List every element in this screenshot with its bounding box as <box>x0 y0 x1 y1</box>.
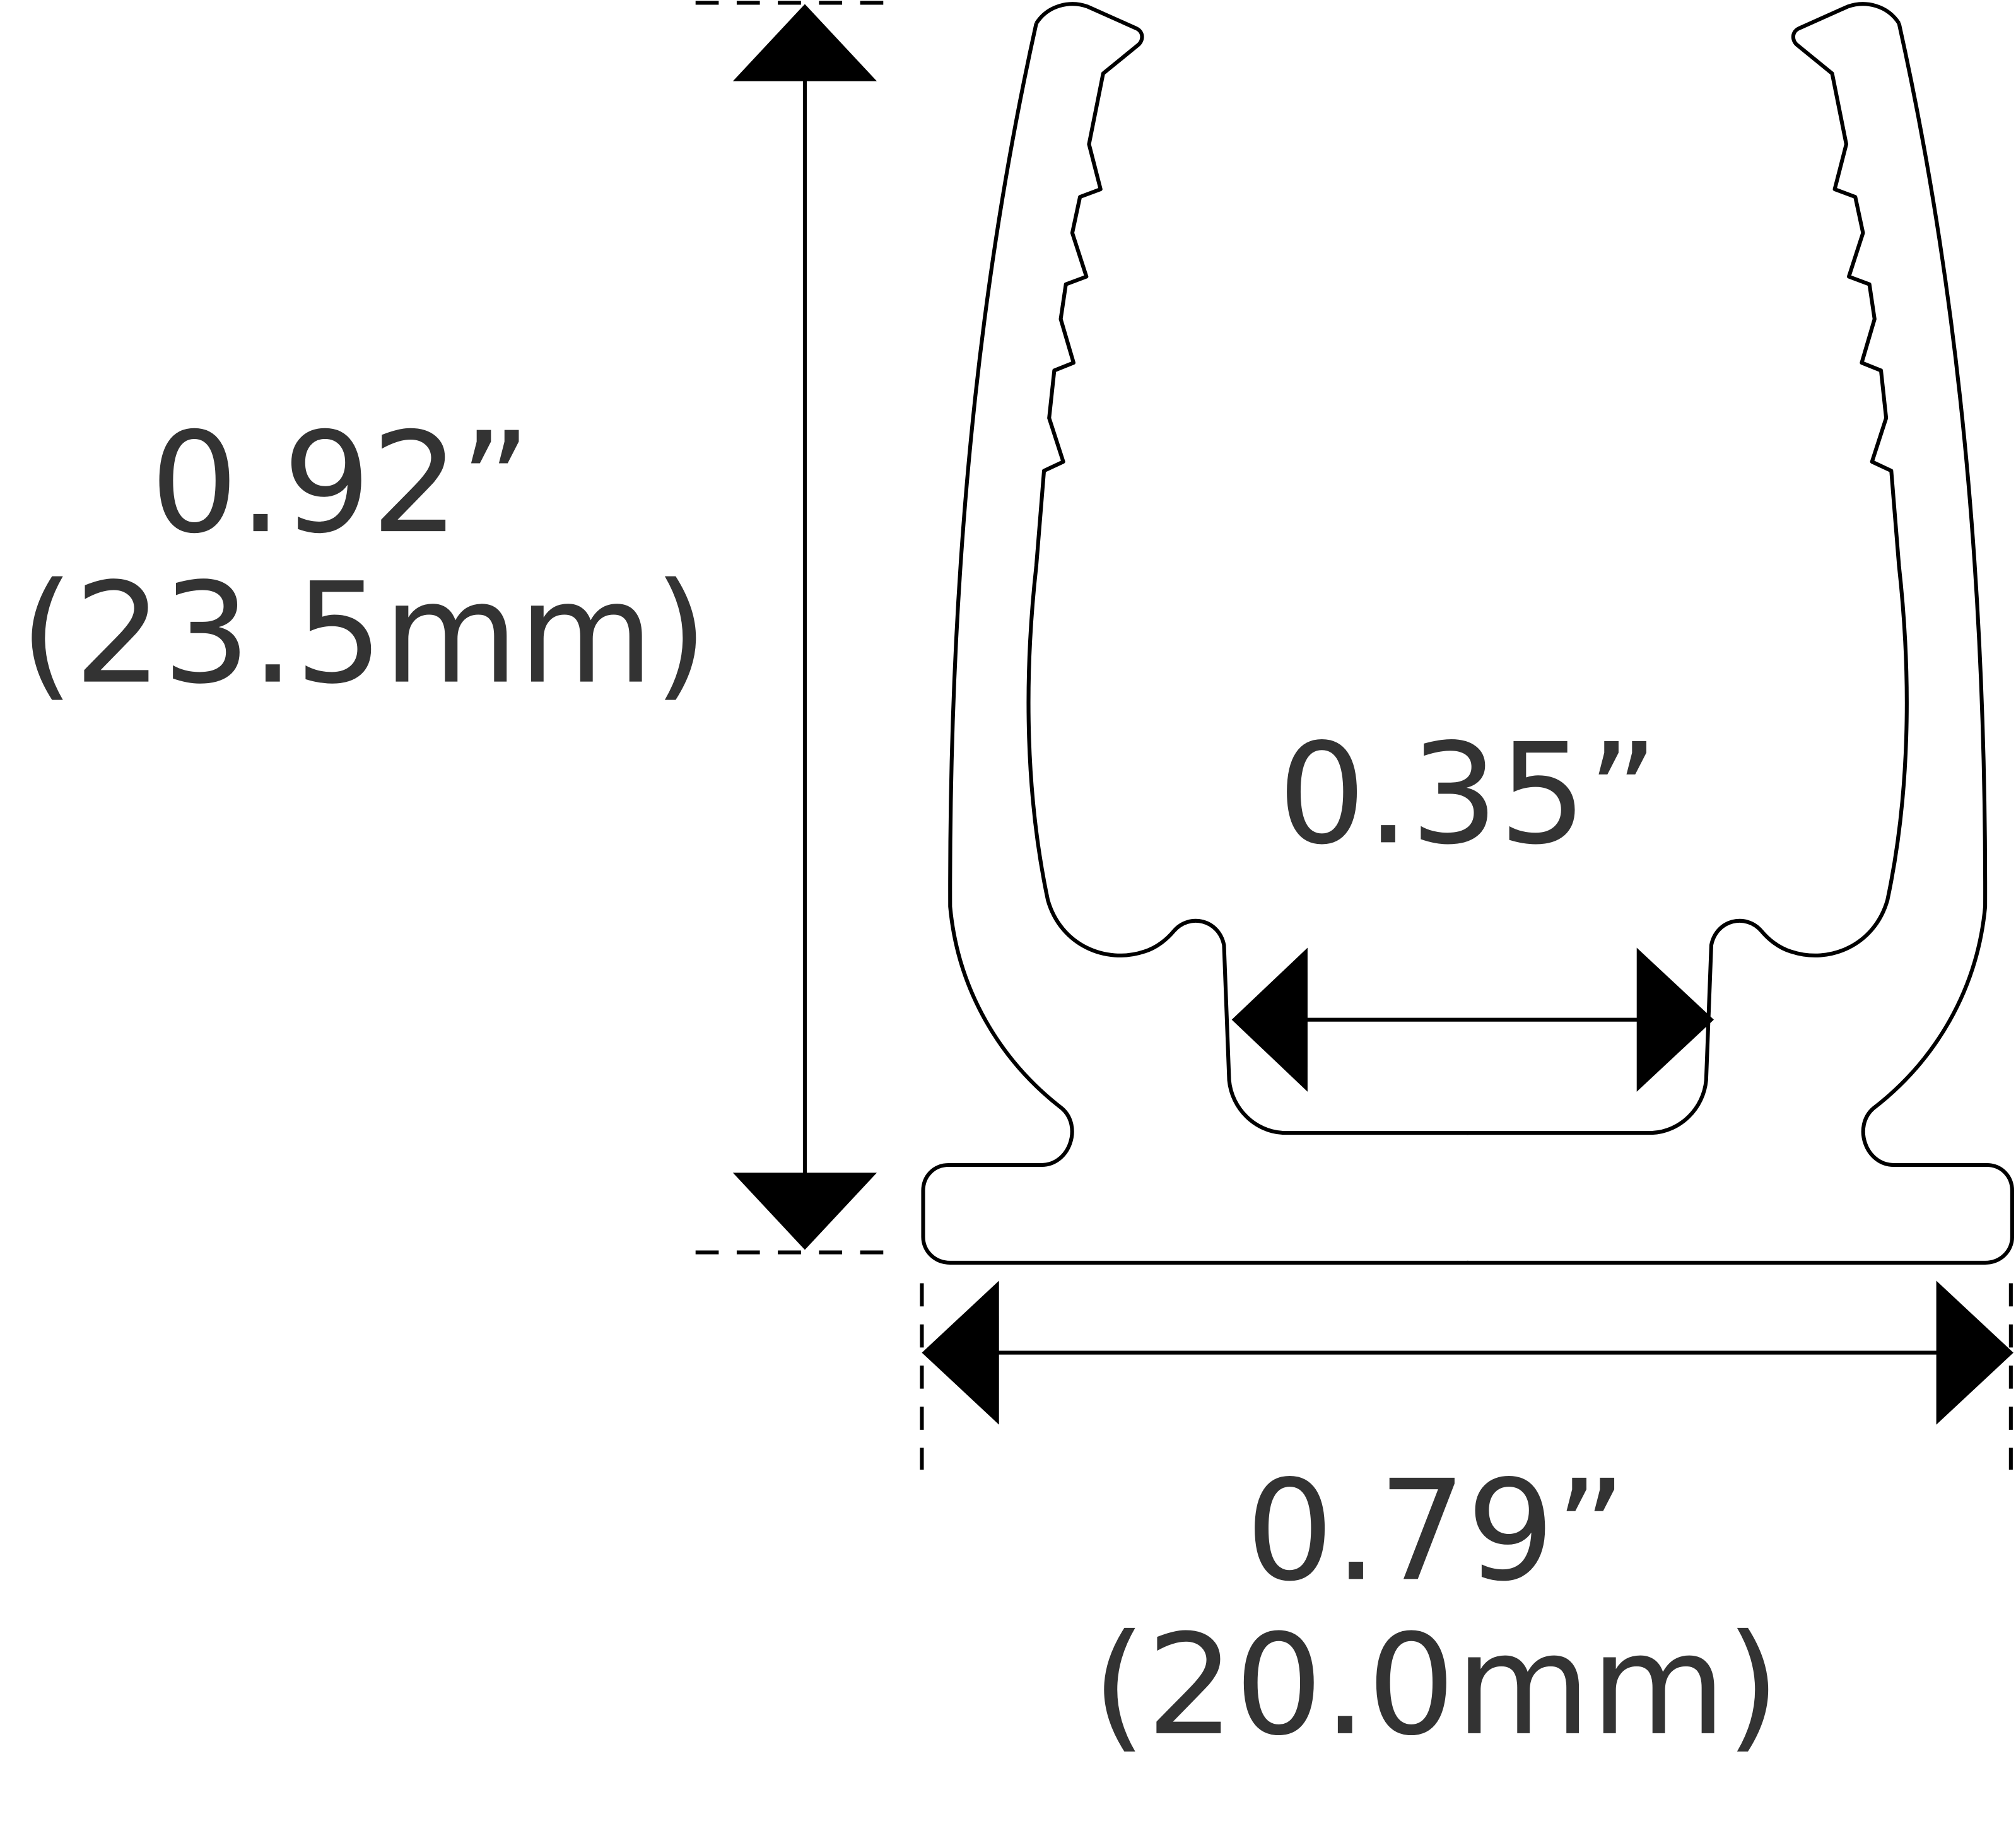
inner-gap-dimension: 0.35” <box>1231 713 1714 1092</box>
width-dimension: 0.79” (20.0mm) <box>920 1280 2013 1766</box>
height-dimension: 0.92” (23.5mm) <box>20 1 896 1255</box>
arrow-down-icon <box>732 1173 877 1250</box>
arrow-left-icon <box>922 1280 999 1425</box>
arrow-right-icon <box>1936 1280 2013 1425</box>
profile-outer-edge <box>921 23 1468 1265</box>
arrow-up-icon <box>732 4 877 81</box>
profile-right-half <box>1467 4 2012 1263</box>
width-inches-label: 0.79” <box>1246 1450 1627 1612</box>
arrow-right-icon <box>1636 947 1714 1092</box>
gap-inches-label: 0.35” <box>1278 713 1659 875</box>
profile-inner-edge <box>1026 2 1468 1135</box>
width-mm-label: (20.0mm) <box>1092 1605 1780 1766</box>
clip-profile <box>921 2 2012 1265</box>
arrow-left-icon <box>1231 947 1308 1092</box>
height-mm-label: (23.5mm) <box>20 553 708 715</box>
height-inches-label: 0.92” <box>150 402 531 564</box>
